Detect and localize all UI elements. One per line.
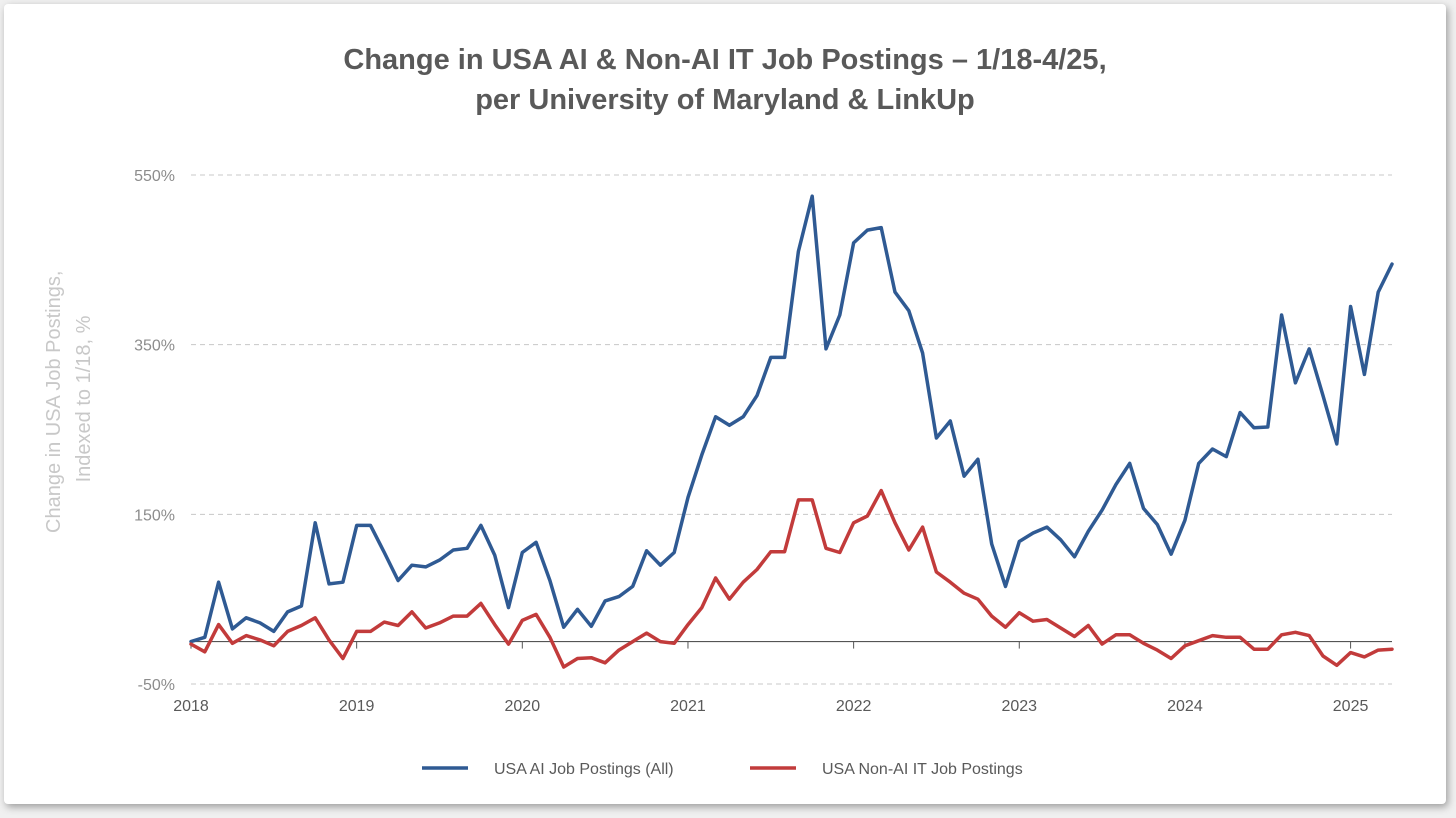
legend: USA AI Job Postings (All) USA Non-AI IT … xyxy=(422,761,1023,778)
legend-label-ai: USA AI Job Postings (All) xyxy=(494,761,674,778)
line-chart: -50% 150% 350% 550% 2018 2019 2020 2021 2022 202… xyxy=(43,168,1394,778)
x-tick-label: 2025 xyxy=(1333,698,1369,715)
legend-item-non-ai: USA Non-AI IT Job Postings xyxy=(750,761,1023,778)
y-tick-label: 350% xyxy=(134,338,175,355)
chart-title-line-2: per University of Maryland & LinkUp xyxy=(475,84,975,116)
legend-item-ai: USA AI Job Postings (All) xyxy=(422,761,674,778)
series-lines xyxy=(189,194,1394,669)
chart-title-line-1: Change in USA AI & Non-AI IT Job Posting… xyxy=(343,44,1107,76)
gridlines xyxy=(191,174,1392,685)
y-axis-ticks: -50% 150% 350% 550% xyxy=(134,168,175,694)
legend-label-non-ai: USA Non-AI IT Job Postings xyxy=(822,761,1023,778)
chart-card: Change in USA AI & Non-AI IT Job Posting… xyxy=(4,4,1446,804)
x-axis-ticks: 2018 2019 2020 2021 2022 2023 2024 2025 xyxy=(173,641,1369,715)
y-axis-label: Change in USA Job Postings, Indexed to 1… xyxy=(43,265,95,533)
chart-title: Change in USA AI & Non-AI IT Job Posting… xyxy=(4,40,1446,120)
series-line-non-ai xyxy=(189,488,1394,669)
y-axis-label-line-2: Indexed to 1/18, % xyxy=(73,315,95,482)
x-tick-label: 2023 xyxy=(1001,698,1037,715)
y-tick-label: 550% xyxy=(134,168,175,185)
y-tick-label: -50% xyxy=(138,677,175,694)
x-tick-label: 2018 xyxy=(173,698,209,715)
y-axis-label-line-1: Change in USA Job Postings, xyxy=(43,271,65,533)
x-tick-label: 2021 xyxy=(670,698,706,715)
x-tick-label: 2020 xyxy=(505,698,541,715)
x-tick-label: 2019 xyxy=(339,698,375,715)
y-tick-label: 150% xyxy=(134,507,175,524)
series-line-ai xyxy=(189,194,1394,644)
x-tick-label: 2022 xyxy=(836,698,872,715)
x-tick-label: 2024 xyxy=(1167,698,1203,715)
